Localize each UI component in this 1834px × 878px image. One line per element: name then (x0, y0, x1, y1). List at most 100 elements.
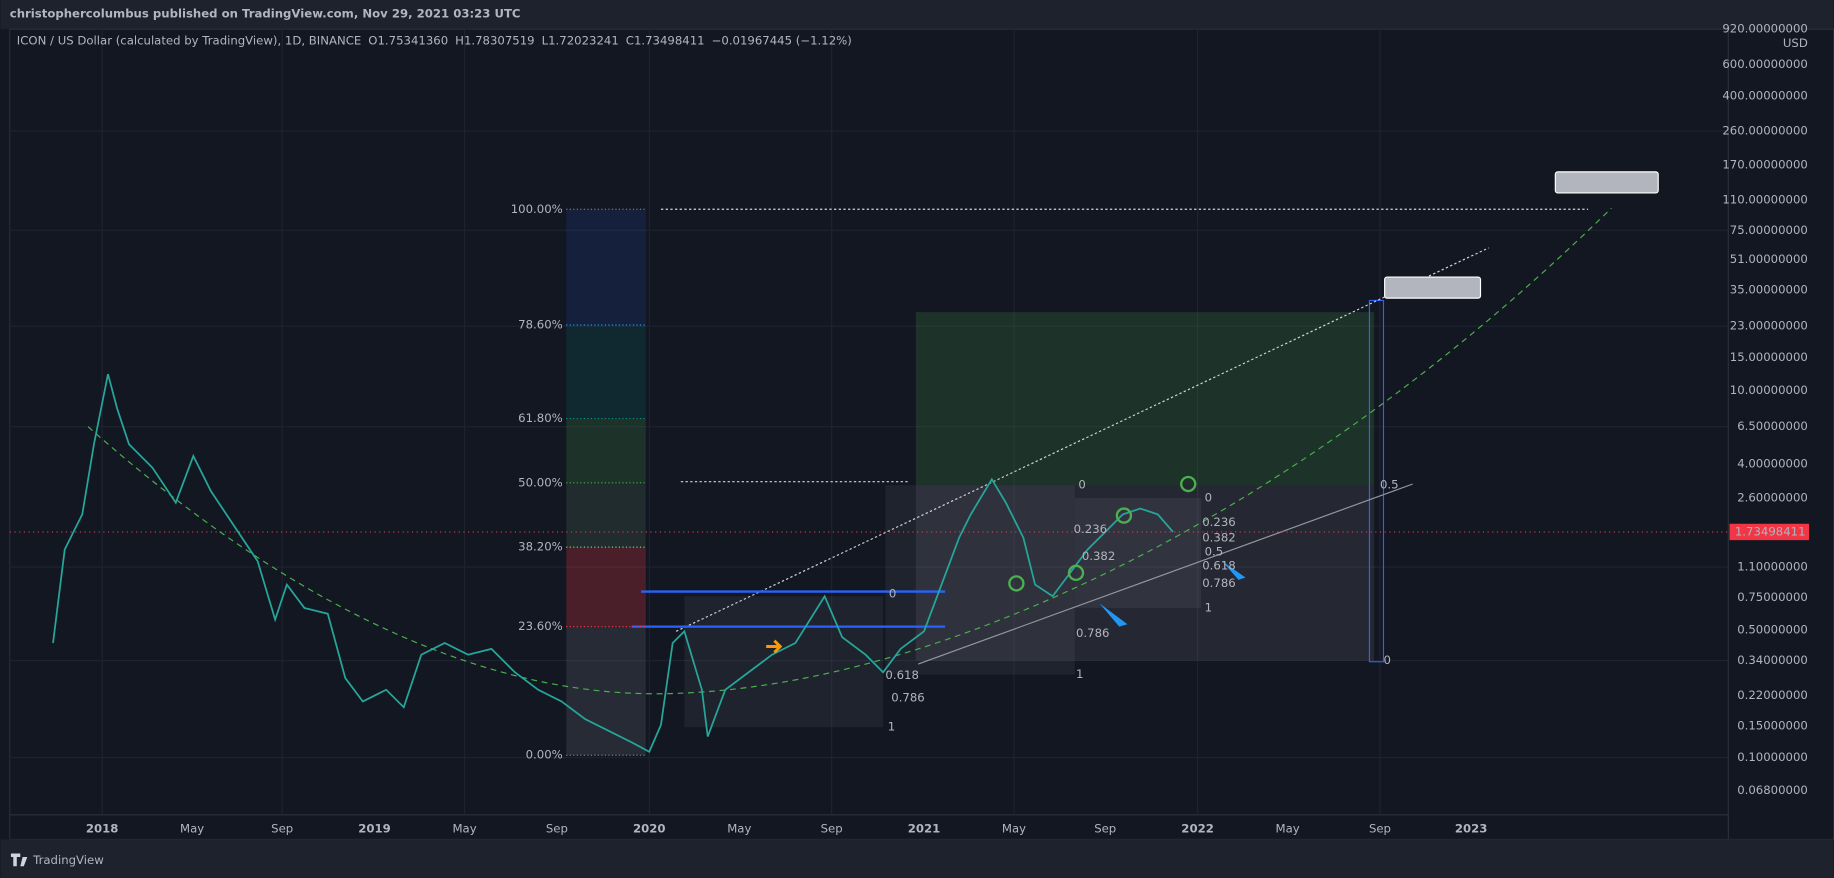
fib-small-label: 0.236 (1074, 522, 1107, 536)
arrow (766, 639, 783, 654)
price-axis (1727, 28, 1834, 841)
time-label: Sep (1369, 821, 1391, 835)
legend-high: H1.78307519 (455, 33, 534, 47)
fib-small-label: 0.236 (1202, 515, 1235, 529)
legend-open: O1.75341360 (368, 33, 448, 47)
price-label: 10.00000000 (1730, 383, 1808, 397)
fib-level: 23.60% (518, 619, 563, 633)
current-price-box (1729, 523, 1810, 541)
fib-small-label: 1 (1076, 667, 1083, 681)
price-label: 75.00000000 (1730, 223, 1808, 237)
arrows (1099, 561, 1246, 627)
legend-change: −0.01967445 (−1.12%) (712, 33, 852, 47)
fib-small-label: 0.786 (1076, 626, 1109, 640)
publisher: christophercolumbus published on Trading… (10, 7, 521, 21)
fib-zone (1074, 498, 1202, 608)
price-unit: USD (1783, 36, 1808, 50)
trend-line (675, 247, 1489, 632)
time-label: Sep (271, 821, 293, 835)
top-bar (0, 0, 1834, 30)
price-label: 260.00000000 (1722, 123, 1808, 137)
fib-small-label: 1 (888, 720, 895, 734)
price-label: 0.06800000 (1737, 783, 1808, 797)
price-history (52, 373, 1174, 753)
callout-box (1384, 276, 1482, 299)
time-label: May (727, 821, 751, 835)
fib-small-label: 0.382 (1082, 549, 1115, 563)
current-price: 1.73498411 (1735, 524, 1806, 538)
chart-pane (9, 28, 1729, 816)
target-zone (915, 312, 1375, 486)
legend-low: L1.72023241 (542, 33, 619, 47)
price-label: 110.00000000 (1722, 192, 1808, 206)
fib-small-label: 1 (1205, 600, 1212, 614)
fib-small-label: 0.5 (1380, 478, 1399, 492)
time-label: Sep (1094, 821, 1116, 835)
price-label: 4.00000000 (1737, 457, 1808, 471)
time-label: May (452, 821, 476, 835)
price-label: 51.00000000 (1730, 252, 1808, 266)
time-label: May (1276, 821, 1300, 835)
fib-small-label: 0.618 (885, 668, 918, 682)
fib-small-label: 0.5 (1205, 544, 1224, 558)
time-label: 2020 (633, 821, 666, 835)
stop-zone (915, 485, 1375, 661)
time-label: Sep (821, 821, 843, 835)
fib-zone (885, 485, 1075, 675)
price-label: 0.50000000 (1737, 623, 1808, 637)
fib-level: 50.00% (518, 475, 563, 489)
time-label: May (180, 821, 204, 835)
range-marker (1368, 299, 1385, 663)
fib-small-label: 0.618 (1202, 558, 1235, 572)
fib-small-label: 0 (889, 586, 896, 600)
signal-icons (1008, 475, 1197, 592)
fib-small-label: 0.382 (1202, 530, 1235, 544)
parabola (87, 207, 1612, 695)
fib-small-label: 0 (1383, 653, 1390, 667)
price-label: 0.10000000 (1737, 750, 1808, 764)
price-label: 23.00000000 (1730, 319, 1808, 333)
callout-box (1554, 171, 1659, 194)
time-label: 2023 (1455, 821, 1488, 835)
logo (10, 853, 28, 867)
price-label: 0.34000000 (1737, 653, 1808, 667)
time-label: 2019 (358, 821, 391, 835)
price-label: 170.00000000 (1722, 157, 1808, 171)
fib-level: 100.00% (511, 202, 563, 216)
callout: 27.23003615 (1394, 280, 1472, 294)
price-label: 2.60000000 (1737, 491, 1808, 505)
price-label: 920.00000000 (1722, 22, 1808, 36)
time-label: 2018 (86, 821, 119, 835)
fib-small-label: 0 (1078, 478, 1085, 492)
time-label: Sep (546, 821, 568, 835)
time-label: 2022 (1181, 821, 1214, 835)
price-label: 600.00000000 (1722, 57, 1808, 71)
fib-small-label: 0 (1205, 491, 1212, 505)
fib-level: 78.60% (518, 318, 563, 332)
fib-box (566, 209, 646, 756)
price-label: 400.00000000 (1722, 88, 1808, 102)
price-label: 1.10000000 (1737, 560, 1808, 574)
time-label: May (1002, 821, 1026, 835)
price-label: 15.00000000 (1730, 350, 1808, 364)
fib-small-label: 0.786 (891, 690, 924, 704)
price-label: 0.15000000 (1737, 719, 1808, 733)
bottom-bar (0, 839, 1834, 878)
legend-symbol: ICON / US Dollar (calculated by TradingV… (17, 33, 362, 47)
fib-level: 38.20% (518, 540, 563, 554)
fib-small-label: 0.786 (1202, 576, 1235, 590)
fib-level: 61.80% (518, 411, 563, 425)
price-label: 0.75000000 (1737, 590, 1808, 604)
fib-level: 0.00% (526, 748, 563, 762)
grid (9, 29, 1729, 815)
price-label: 0.22000000 (1737, 688, 1808, 702)
brand: TradingView (32, 853, 104, 867)
legend-close: C1.73498411 (626, 33, 705, 47)
trend-line (917, 483, 1413, 665)
time-label: 2021 (908, 821, 941, 835)
price-label: 6.50000000 (1737, 419, 1808, 433)
price-label: 35.00000000 (1730, 282, 1808, 296)
callout: 100.00000000 (1564, 175, 1650, 189)
fib-zone (684, 596, 884, 728)
